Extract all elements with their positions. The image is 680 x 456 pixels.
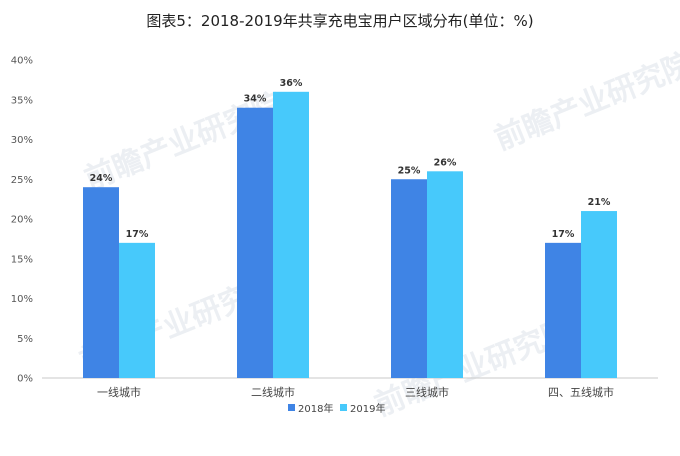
data-label: 34% — [244, 94, 267, 105]
legend-label: 2018年 — [298, 402, 333, 415]
bar-2019 — [119, 242, 155, 378]
bar-2019 — [427, 171, 463, 378]
data-label: 21% — [588, 197, 611, 208]
x-category-label: 四、五线城市 — [548, 385, 614, 399]
y-tick-label: 5% — [17, 334, 33, 345]
data-label: 17% — [552, 229, 575, 240]
y-tick-label: 25% — [11, 175, 33, 186]
bar-2019 — [581, 211, 617, 378]
y-tick-label: 40% — [11, 56, 33, 67]
y-tick-label: 0% — [17, 374, 33, 385]
x-category-label: 二线城市 — [251, 385, 295, 399]
data-label: 17% — [126, 229, 149, 240]
y-tick-label: 15% — [11, 254, 33, 265]
x-category-label: 三线城市 — [405, 385, 449, 399]
data-label: 26% — [434, 157, 457, 168]
bar-2018 — [391, 179, 427, 378]
legend-label: 2019年 — [350, 402, 385, 415]
data-label: 24% — [90, 173, 113, 184]
y-tick-label: 10% — [11, 294, 33, 305]
legend: 2018年 2019年 — [288, 402, 385, 415]
data-label: 36% — [280, 78, 303, 89]
bar-2018 — [237, 107, 273, 378]
legend-swatch — [288, 404, 295, 411]
y-tick-label: 20% — [11, 215, 33, 226]
chart-title: 图表5：2018-2019年共享充电宝用户区域分布(单位：%) — [146, 12, 534, 30]
data-label: 25% — [398, 165, 421, 176]
legend-swatch — [340, 404, 347, 411]
watermark-text: 前瞻产业研究院 — [490, 46, 680, 157]
y-tick-label: 30% — [11, 135, 33, 146]
x-category-label: 一线城市 — [97, 385, 141, 399]
bar-2019 — [273, 91, 309, 379]
bars — [83, 91, 617, 379]
data-labels: 24% 17% 34% 36% 25% 26% 17% 21% — [90, 78, 611, 240]
bar-2018 — [545, 242, 581, 378]
bar-2018 — [83, 187, 119, 378]
y-tick-label: 35% — [11, 95, 33, 106]
